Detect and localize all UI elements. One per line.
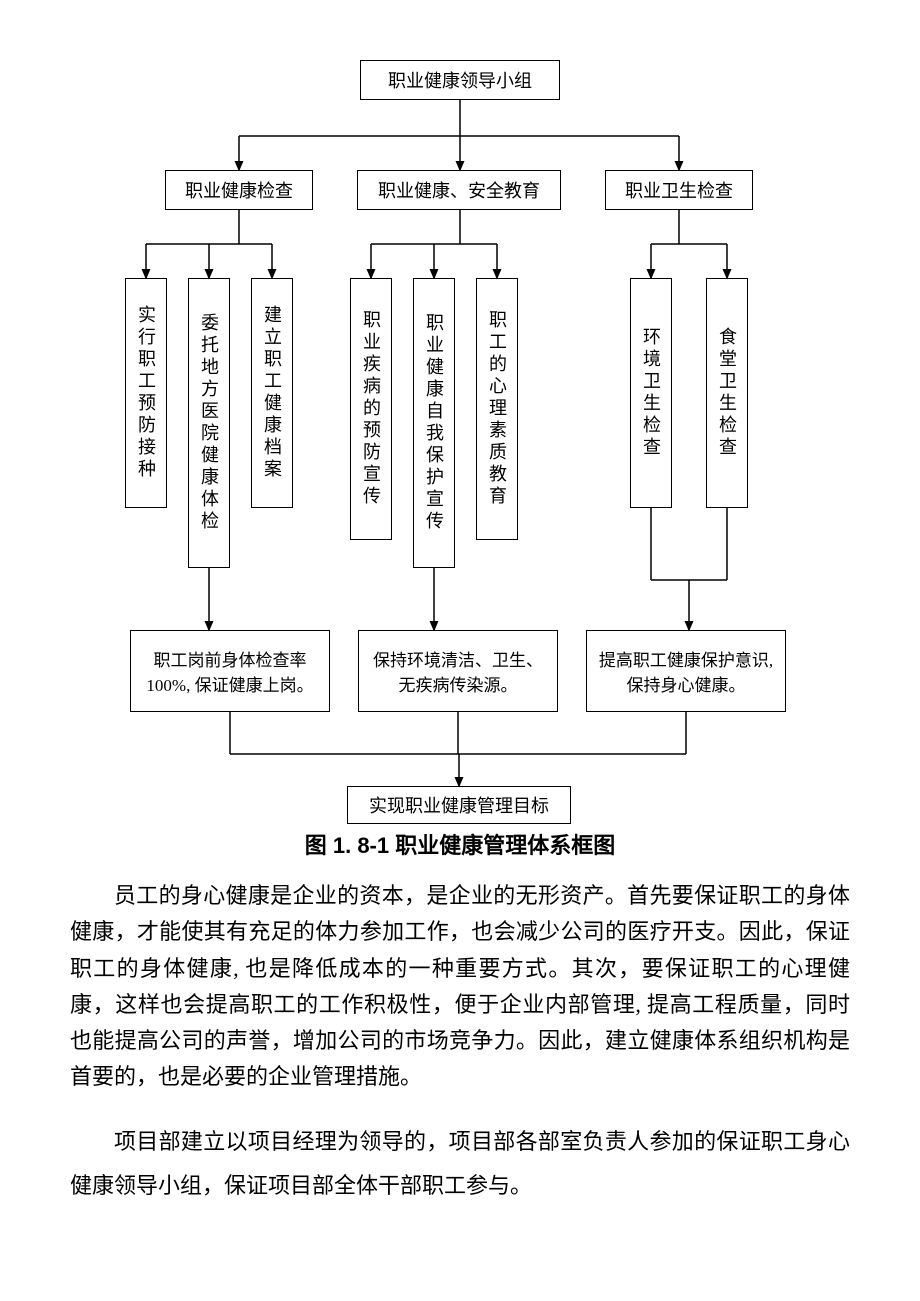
node-root: 职业健康领导小组 bbox=[360, 60, 560, 100]
node-l4-b: 保持环境清洁、卫生、无疾病传染源。 bbox=[358, 630, 558, 712]
node-l2-health-check: 职业健康检查 bbox=[165, 170, 313, 210]
node-l3-a3: 建立职工健康档案 bbox=[251, 278, 293, 508]
node-l4-a: 职工岗前身体检查率 100%, 保证健康上岗。 bbox=[130, 630, 330, 712]
node-l2-safety-edu: 职业健康、安全教育 bbox=[357, 170, 561, 210]
node-final: 实现职业健康管理目标 bbox=[347, 786, 571, 824]
node-l3-b3: 职工的心理素质教育 bbox=[476, 278, 518, 540]
flowchart-diagram: 职业健康领导小组 职业健康检查 职业健康、安全教育 职业卫生检查 实行职工预防接… bbox=[70, 60, 850, 840]
node-l3-a1: 实行职工预防接种 bbox=[125, 278, 167, 508]
node-l3-b2: 职业健康自我保护宣传 bbox=[413, 278, 455, 568]
node-l4-c: 提高职工健康保护意识, 保持身心健康。 bbox=[586, 630, 786, 712]
node-l3-b1: 职业疾病的预防宣传 bbox=[350, 278, 392, 540]
paragraph-2: 项目部建立以项目经理为领导的，项目部各部室负责人参加的保证职工身心健康领导小组，… bbox=[70, 1120, 850, 1208]
node-l3-a2: 委托地方医院健康体检 bbox=[188, 278, 230, 568]
node-l3-c1: 环境卫生检查 bbox=[630, 278, 672, 508]
paragraph-1: 员工的身心健康是企业的资本，是企业的无形资产。首先要保证职工的身体健康，才能使其… bbox=[70, 878, 850, 1096]
node-l2-hygiene-check: 职业卫生检查 bbox=[605, 170, 753, 210]
node-l3-c2: 食堂卫生检查 bbox=[706, 278, 748, 508]
